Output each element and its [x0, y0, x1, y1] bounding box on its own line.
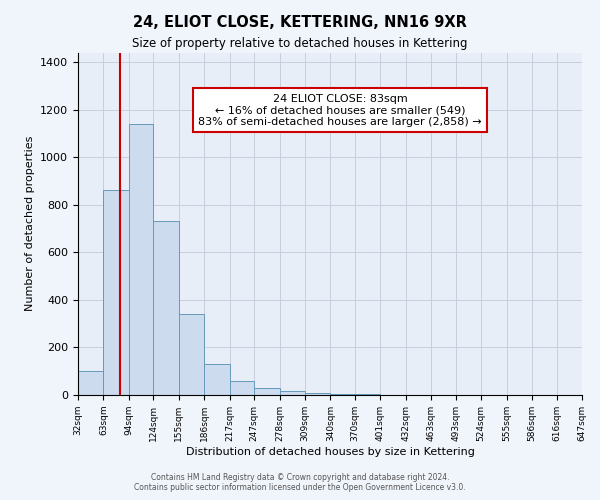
Bar: [280, 392, 305, 395]
Bar: [230, 380, 254, 395]
Text: Size of property relative to detached houses in Kettering: Size of property relative to detached ho…: [132, 38, 468, 51]
Bar: [355, 394, 380, 395]
Bar: [129, 124, 154, 395]
Bar: [331, 394, 355, 395]
Text: Contains HM Land Registry data © Crown copyright and database right 2024.
Contai: Contains HM Land Registry data © Crown c…: [134, 473, 466, 492]
Bar: [204, 364, 230, 395]
Bar: [154, 222, 179, 395]
Bar: [103, 190, 129, 395]
Bar: [179, 314, 204, 395]
Bar: [78, 371, 103, 395]
Text: 24 ELIOT CLOSE: 83sqm
← 16% of detached houses are smaller (549)
83% of semi-det: 24 ELIOT CLOSE: 83sqm ← 16% of detached …: [198, 94, 482, 127]
Y-axis label: Number of detached properties: Number of detached properties: [25, 136, 35, 312]
Bar: [305, 392, 331, 395]
Text: 24, ELIOT CLOSE, KETTERING, NN16 9XR: 24, ELIOT CLOSE, KETTERING, NN16 9XR: [133, 15, 467, 30]
Bar: [254, 388, 280, 395]
X-axis label: Distribution of detached houses by size in Kettering: Distribution of detached houses by size …: [185, 446, 475, 456]
